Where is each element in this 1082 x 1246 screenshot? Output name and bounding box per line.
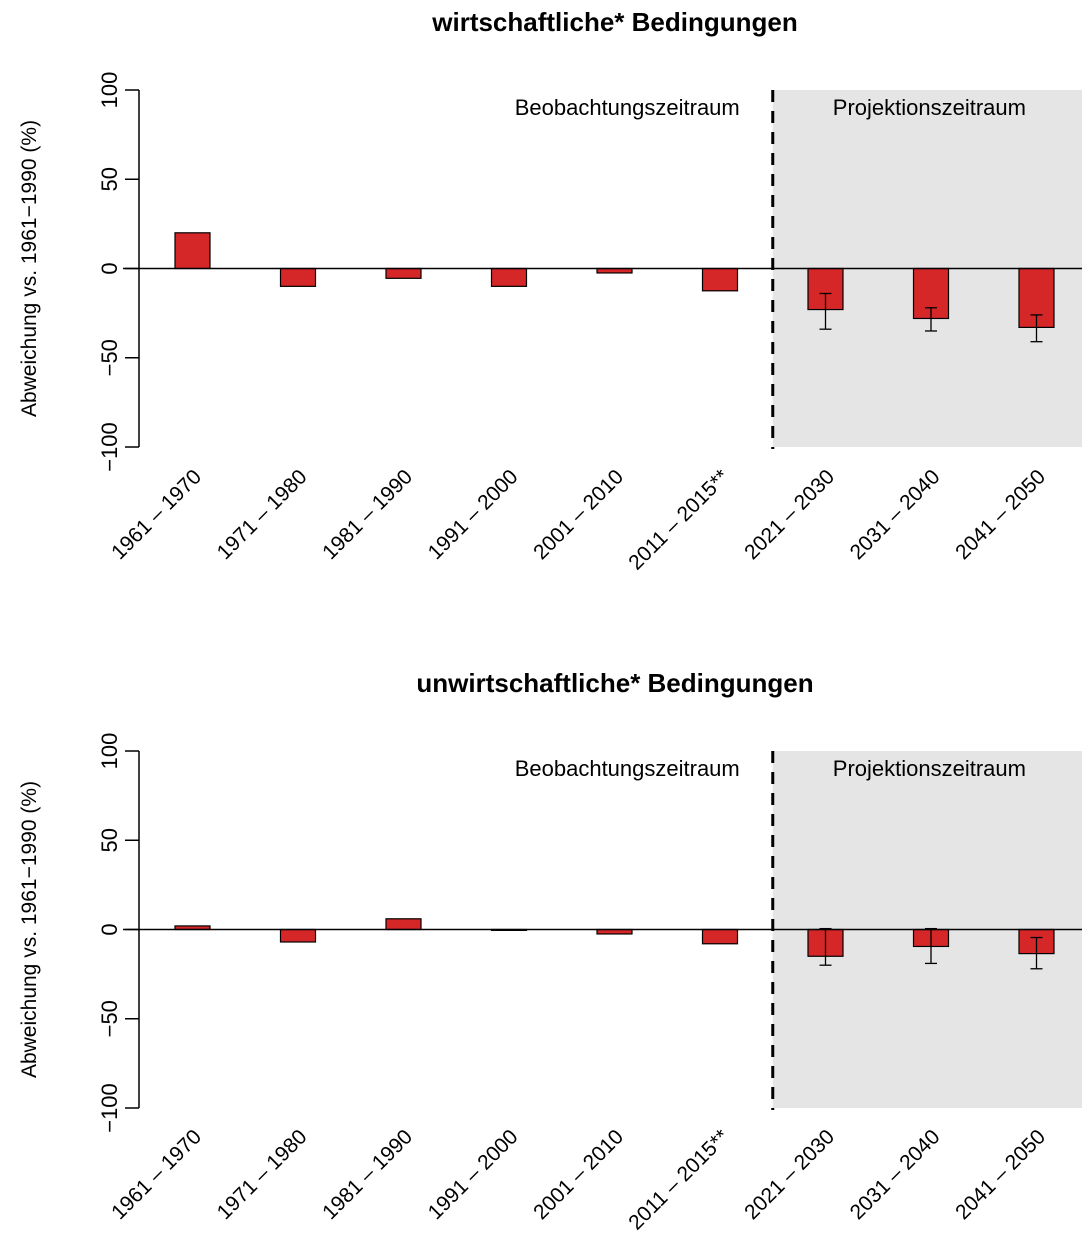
bar: [279, 928, 317, 943]
y-tick-label: 0: [97, 262, 122, 274]
x-category-label: 2041 – 2050: [951, 1125, 1050, 1224]
x-category-label: 1971 – 1980: [213, 1125, 312, 1224]
y-tick-label: −50: [97, 1000, 122, 1037]
x-category-label: 1981 – 1990: [318, 465, 417, 564]
x-category-label: 1991 – 2000: [424, 1125, 523, 1224]
projection-period-label: Projektionszeitraum: [833, 756, 1026, 781]
y-tick-label: 50: [97, 167, 122, 191]
x-category-label: 2011 – 2015**: [624, 465, 733, 574]
x-category-label: 2031 – 2040: [846, 465, 945, 564]
x-category-label: 1961 – 1970: [107, 465, 206, 564]
y-tick-label: 100: [97, 72, 122, 109]
x-category-label: 1961 – 1970: [107, 1125, 206, 1224]
x-category-label: 1971 – 1980: [213, 465, 312, 564]
bar: [279, 267, 317, 287]
projection-period-label: Projektionszeitraum: [833, 95, 1026, 120]
x-category-label: 1981 – 1990: [318, 1125, 417, 1224]
y-tick-label: 100: [97, 733, 122, 770]
chart-title: wirtschaftliche* Bedingungen: [431, 7, 798, 37]
chart-panel-2: unwirtschaftliche* Bedingungen −100 −50 0 50…: [18, 668, 1082, 1235]
y-tick-label: 0: [97, 923, 122, 935]
bar: [490, 267, 528, 287]
x-category-label: 2001 – 2010: [529, 1125, 628, 1224]
x-category-label: 2021 – 2030: [740, 1125, 839, 1224]
chart-panel-1: wirtschaftliche* Bedingungen −100 −50 0 50 10…: [18, 7, 1082, 575]
bar: [701, 928, 739, 945]
y-axis-label: Abweichung vs. 1961−1990 (%): [18, 781, 41, 1078]
bar: [701, 267, 739, 292]
x-category-label: 2031 – 2040: [846, 1125, 945, 1224]
y-tick-label: −50: [97, 339, 122, 376]
observation-period-label: Beobachtungszeitraum: [515, 756, 740, 781]
x-category-label: 2011 – 2015**: [624, 1125, 733, 1234]
y-tick-label: −100: [97, 422, 122, 472]
observation-period-label: Beobachtungszeitraum: [515, 95, 740, 120]
y-tick-label: 50: [97, 828, 122, 852]
y-axis-label: Abweichung vs. 1961−1990 (%): [18, 120, 41, 417]
x-category-label: 2001 – 2010: [529, 465, 628, 564]
x-category-label: 2041 – 2050: [951, 465, 1050, 564]
bar: [385, 918, 422, 931]
bar: [385, 267, 422, 279]
y-tick-label: −100: [97, 1083, 122, 1133]
chart-title: unwirtschaftliche* Bedingungen: [416, 668, 813, 698]
x-category-label: 2021 – 2030: [740, 465, 839, 564]
x-category-label: 1991 – 2000: [424, 465, 523, 564]
bar: [174, 232, 211, 270]
